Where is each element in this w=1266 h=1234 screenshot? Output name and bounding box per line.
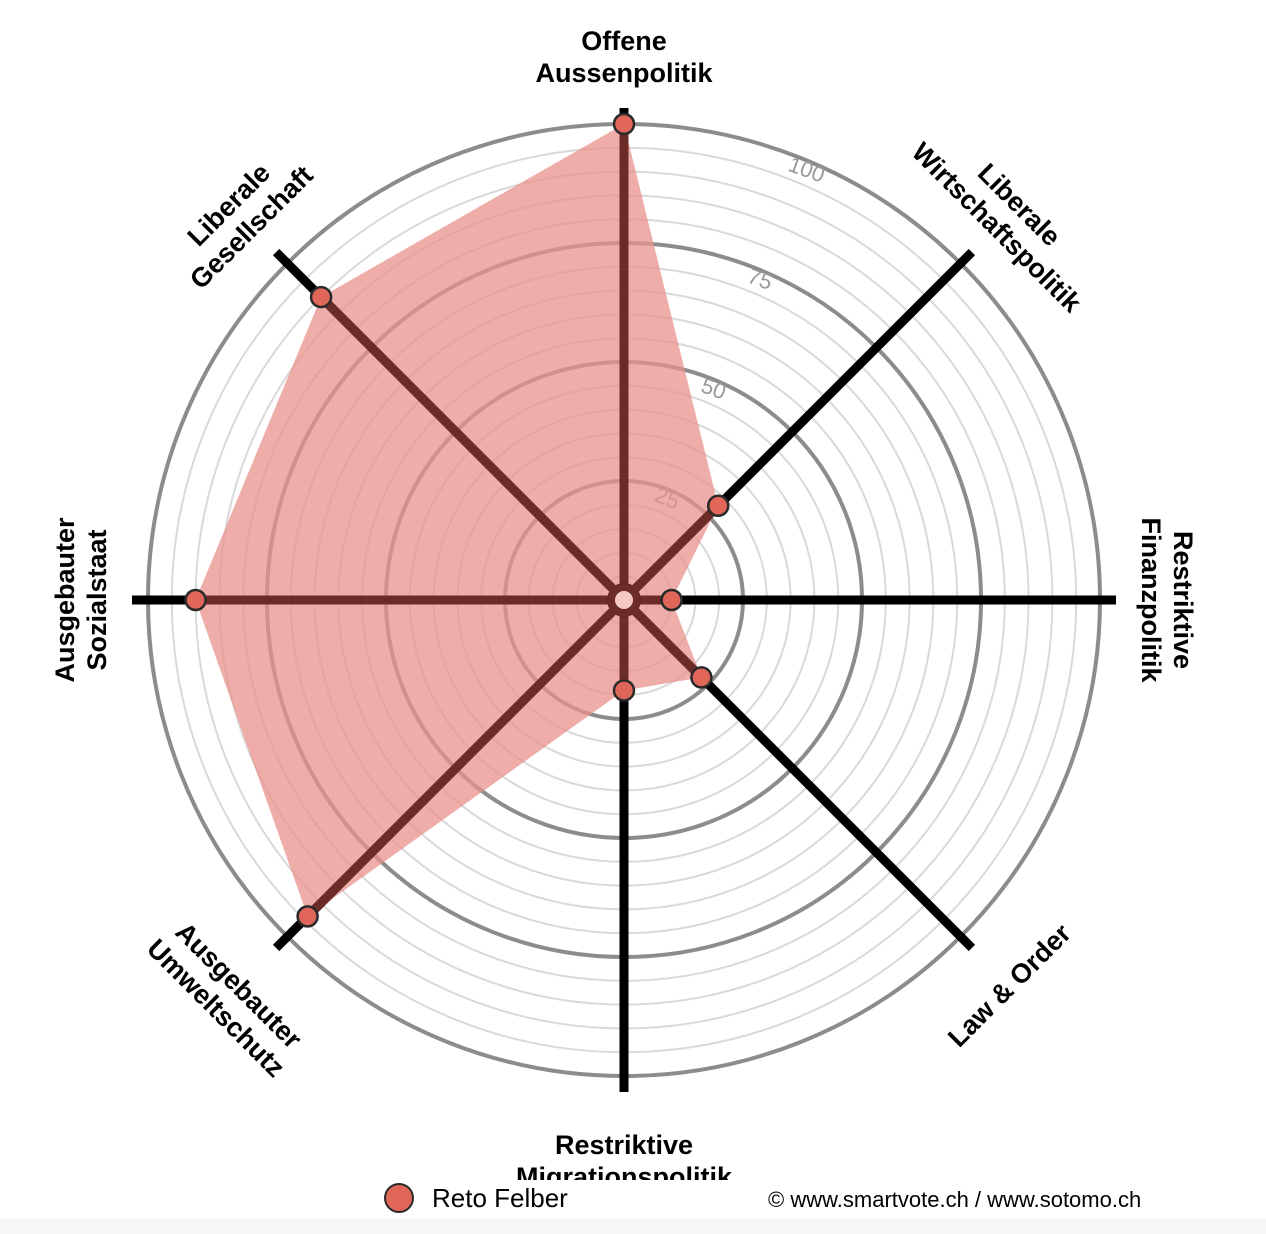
legend-marker [384, 1183, 414, 1213]
axis-value-line-3 [620, 596, 705, 681]
data-point-6 [184, 588, 207, 612]
smartspider-chart: 255075100 OffeneAussenpolitikLiberaleWir… [50, 26, 1198, 1180]
axis-label-2-line-0: Restriktive [1168, 531, 1198, 669]
data-point-7 [309, 285, 333, 309]
data-point-1 [706, 494, 730, 518]
tick-label-100: 100 [785, 151, 828, 187]
axis-label-6: Ausgebauter Sozialstaat [50, 517, 112, 683]
series-area [195, 124, 719, 917]
data-point-0 [612, 112, 636, 136]
legend: Reto Felber [384, 1180, 568, 1216]
axis-label-0-line-0: Offene [581, 26, 667, 56]
data-point-3 [690, 666, 713, 689]
axis-value-line-7 [317, 293, 628, 604]
axes [132, 108, 1116, 1092]
series-points [184, 112, 730, 928]
data-point-5 [296, 905, 319, 928]
axis-label-4: Restriktive Migrationspolitik [516, 1130, 733, 1180]
axis-value-line-5 [304, 596, 628, 920]
axis-label-6-line-1: Sozialstaat [82, 529, 112, 670]
copyright-text: © www.smartvote.ch / www.sotomo.ch [768, 1187, 1142, 1212]
legend-label: Reto Felber [432, 1182, 568, 1213]
axis-label-4-line-1: Migrationspolitik [516, 1162, 733, 1180]
axis-label-4-line-0: Restriktive [555, 1130, 693, 1160]
center-circle [607, 583, 641, 617]
series-area-polygon [195, 124, 719, 917]
axis-label-6-line-0: Ausgebauter [50, 517, 80, 683]
axis-label-2-line-1: Finanzpolitik [1136, 518, 1166, 684]
data-point-2 [660, 588, 683, 612]
axis-label-0-line-1: Aussenpolitik [535, 58, 713, 88]
axis-value-line-1 [620, 502, 722, 604]
data-point-4 [612, 679, 636, 702]
bottom-strip [0, 1218, 1266, 1234]
